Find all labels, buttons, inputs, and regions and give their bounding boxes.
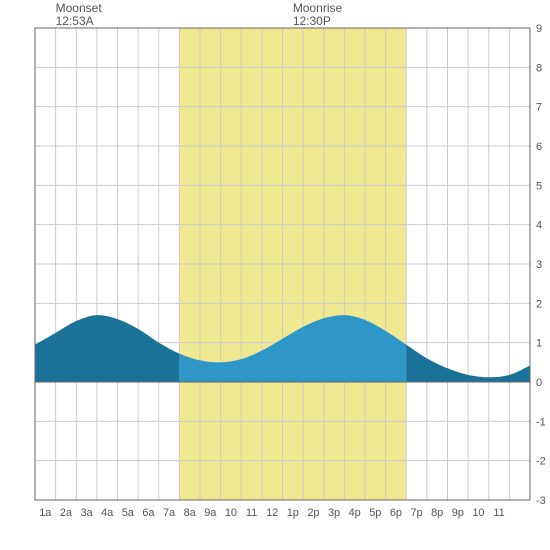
y-tick-label: -2 [536,456,546,468]
x-tick-label: 8a [184,507,197,519]
x-tick-label: 3a [80,507,93,519]
x-tick-label: 10 [472,507,484,519]
y-tick-label: 0 [536,377,542,389]
tide-chart: -3-2-101234567891a2a3a4a5a6a7a8a9a101112… [0,0,550,550]
y-tick-label: -3 [536,495,546,507]
moon-event-time: 12:30P [293,14,331,28]
x-tick-label: 4p [349,507,361,519]
x-tick-label: 6a [142,507,155,519]
chart-svg: -3-2-101234567891a2a3a4a5a6a7a8a9a101112… [0,0,550,550]
y-tick-label: 1 [536,338,542,350]
x-tick-label: 11 [493,507,504,519]
x-tick-label: 2p [307,507,319,519]
x-tick-label: 9a [204,507,217,519]
x-tick-label: 12 [266,507,278,519]
x-tick-label: 7a [163,507,176,519]
x-tick-label: 11 [246,507,257,519]
x-tick-label: 1a [39,507,52,519]
y-tick-label: 8 [536,62,542,74]
x-tick-label: 10 [225,507,237,519]
x-tick-label: 5a [122,507,135,519]
x-tick-label: 4a [101,507,114,519]
x-tick-label: 5p [369,507,381,519]
y-tick-label: 7 [536,102,542,114]
y-tick-label: 2 [536,298,542,310]
moon-event-time: 12:53A [56,14,94,28]
y-tick-label: 5 [536,180,542,192]
y-tick-label: 9 [536,23,542,35]
y-tick-label: 4 [536,220,542,232]
y-tick-label: -1 [536,416,546,428]
moon-event-title: Moonset [56,1,103,15]
moon-event-title: Moonrise [293,1,343,15]
y-tick-label: 6 [536,141,542,153]
x-tick-label: 9p [452,507,464,519]
x-tick-label: 7p [410,507,422,519]
y-tick-label: 3 [536,259,542,271]
x-tick-label: 8p [431,507,443,519]
x-tick-label: 3p [328,507,340,519]
x-tick-label: 6p [390,507,402,519]
x-tick-label: 2a [60,507,73,519]
x-tick-label: 1p [287,507,299,519]
